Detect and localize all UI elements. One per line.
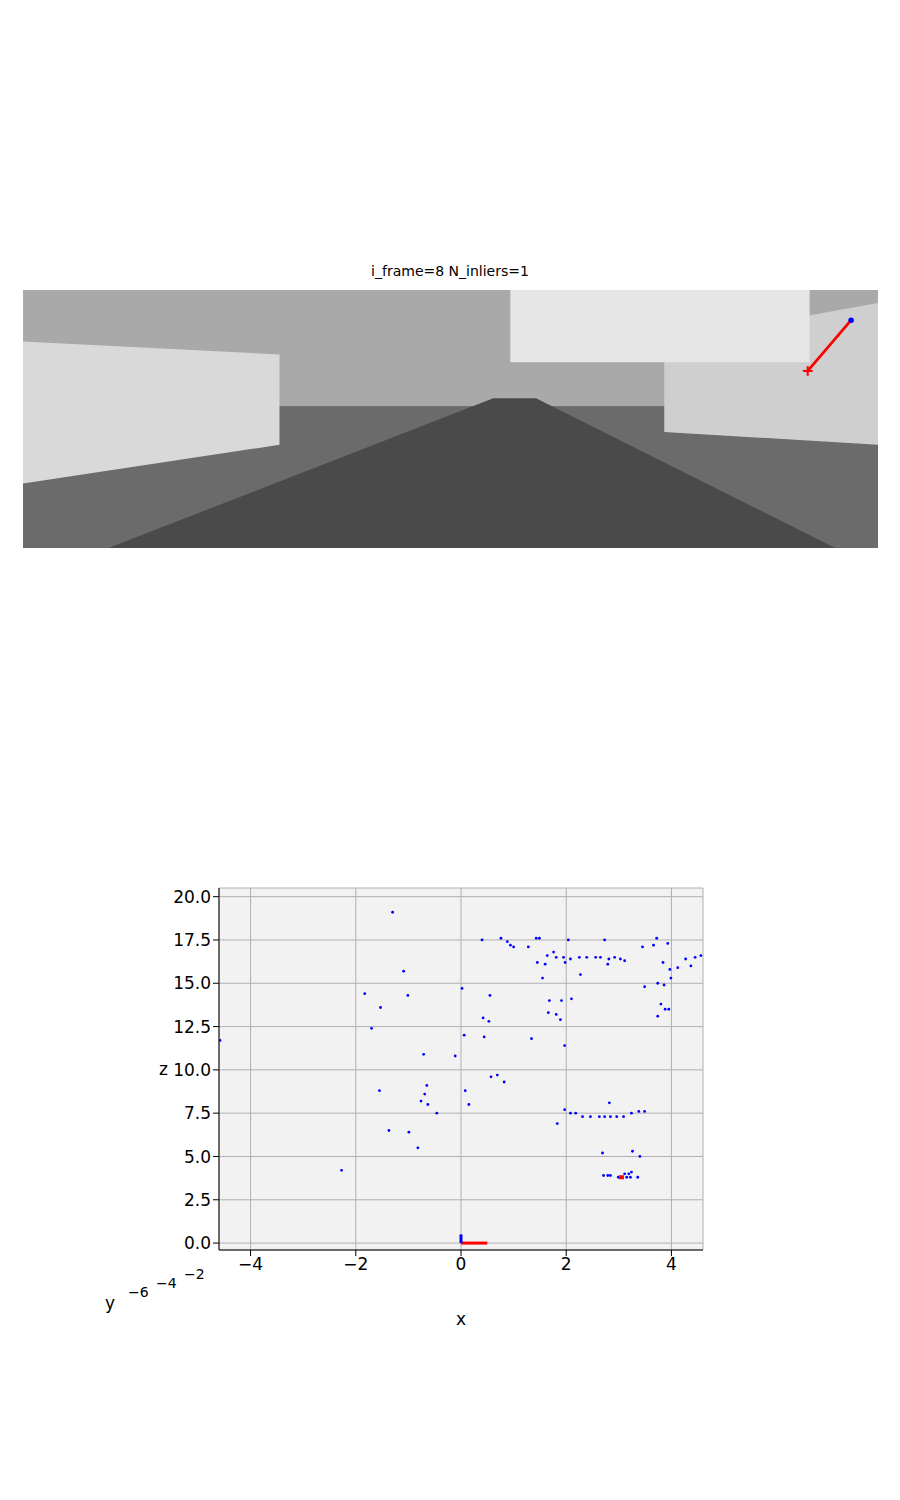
svg-text:4: 4 bbox=[666, 1254, 677, 1274]
svg-text:17.5: 17.5 bbox=[173, 930, 211, 950]
svg-text:7.5: 7.5 bbox=[184, 1103, 211, 1123]
svg-text:−2: −2 bbox=[343, 1254, 368, 1274]
html-text:−6: −6 bbox=[128, 1284, 149, 1300]
svg-text:z: z bbox=[159, 1059, 168, 1079]
svg-text:2.5: 2.5 bbox=[184, 1190, 211, 1210]
html-text:y: y bbox=[105, 1293, 116, 1313]
html-text:−4: −4 bbox=[156, 1275, 177, 1291]
svg-text:15.0: 15.0 bbox=[173, 973, 211, 993]
svg-text:−4: −4 bbox=[238, 1254, 263, 1274]
svg-text:0.0: 0.0 bbox=[184, 1233, 211, 1253]
svg-text:2: 2 bbox=[561, 1254, 572, 1274]
svg-text:5.0: 5.0 bbox=[184, 1147, 211, 1167]
svg-text:0: 0 bbox=[456, 1254, 467, 1274]
svg-text:10.0: 10.0 bbox=[173, 1060, 211, 1080]
svg-text:x: x bbox=[456, 1309, 466, 1329]
svg-text:12.5: 12.5 bbox=[173, 1017, 211, 1037]
html-text:−2: −2 bbox=[184, 1266, 205, 1282]
svg-text:20.0: 20.0 bbox=[173, 887, 211, 907]
html-text:i_frame=8 N_inliers=1: i_frame=8 N_inliers=1 bbox=[371, 263, 529, 279]
